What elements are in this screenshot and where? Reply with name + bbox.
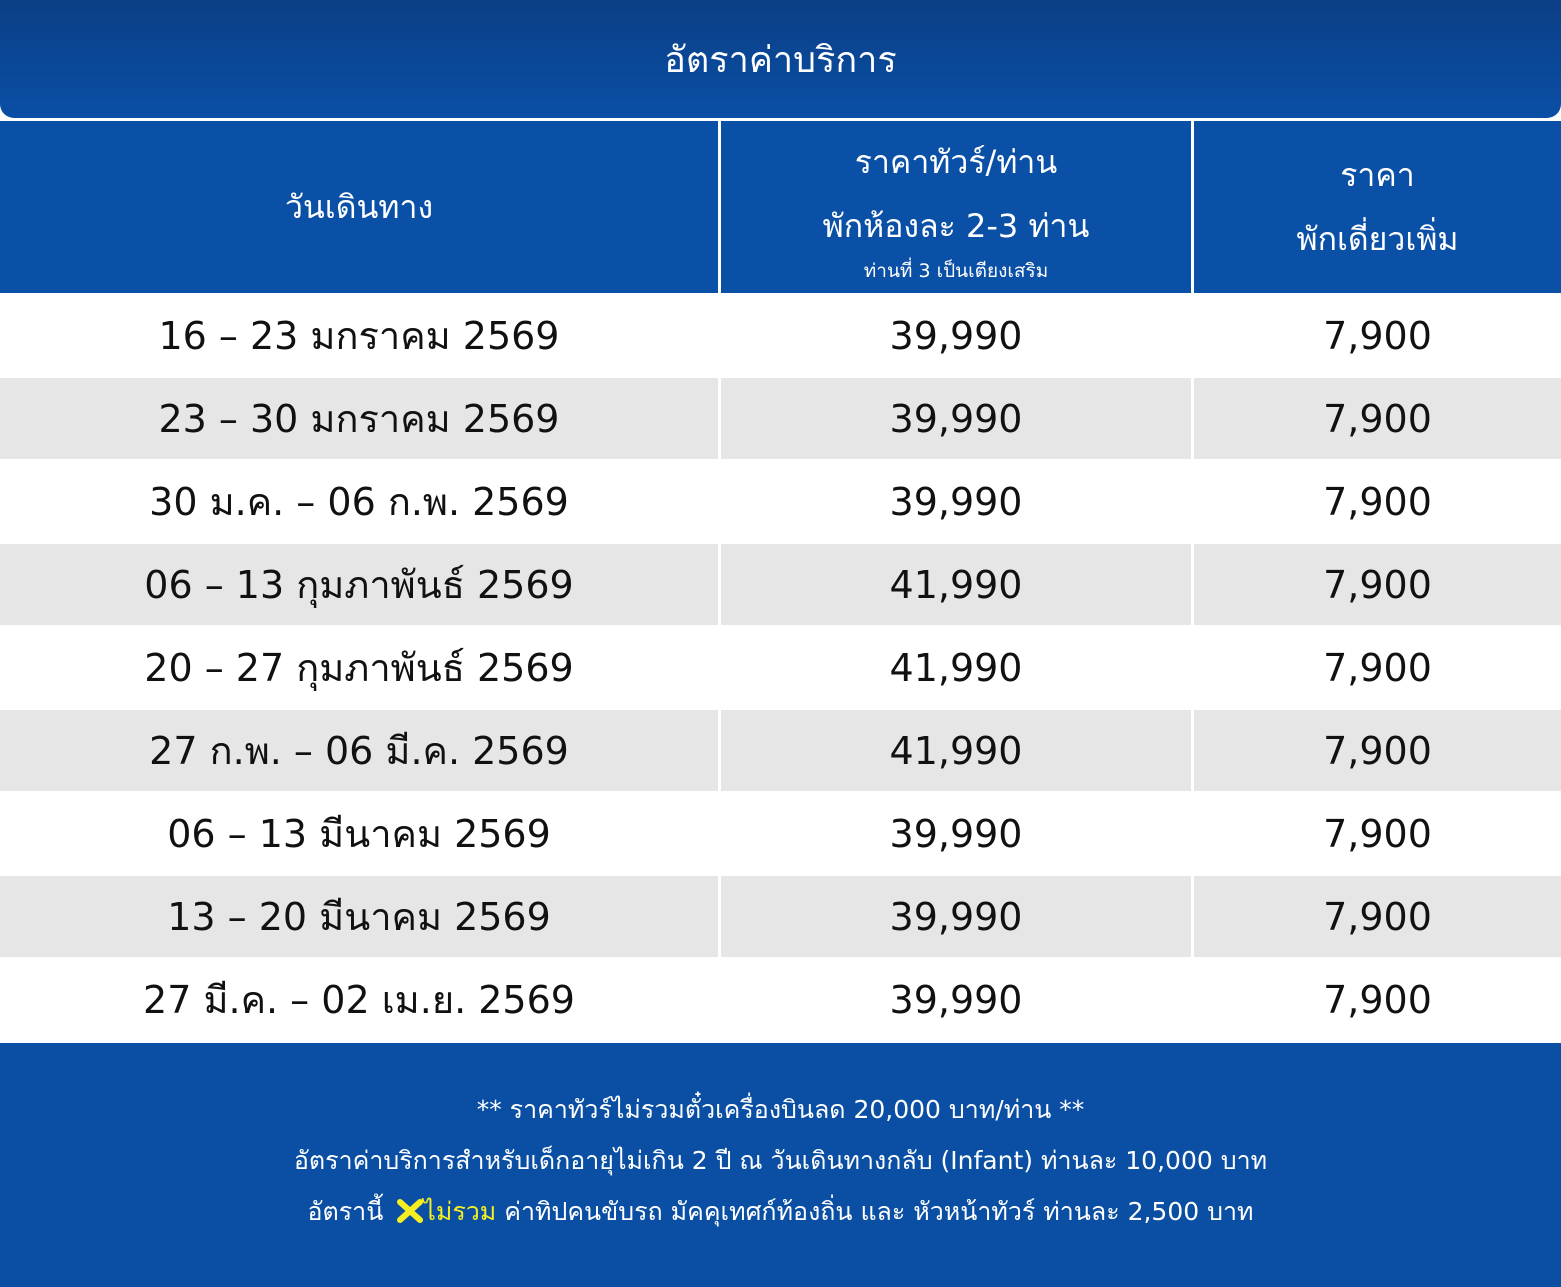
- header-text: ราคา: [1340, 156, 1415, 194]
- price-cell: 41,990: [721, 710, 1191, 791]
- date-cell: 16 – 23 มกราคม 2569: [0, 295, 718, 376]
- footer-note-rest: ค่าทิปคนขับรถ มัคคุเทศก์ท้องถิ่น และ หัว…: [504, 1196, 1254, 1226]
- title-bar: อัตราค่าบริการ: [0, 0, 1561, 118]
- price-cell: 39,990: [721, 295, 1191, 376]
- footer-note-highlight: ไม่รวม: [423, 1196, 497, 1226]
- header-text: ราคาทัวร์/ท่าน: [854, 143, 1058, 181]
- price-cell: 41,990: [721, 544, 1191, 625]
- header-cell: ราคาพักเดี่ยวเพิ่ม: [1194, 121, 1561, 293]
- header-text: พักเดี่ยวเพิ่ม: [1296, 220, 1459, 258]
- footer: ** ราคาทัวร์ไม่รวมตั๋วเครื่องบินลด 20,00…: [0, 1043, 1561, 1287]
- x-icon: [397, 1198, 424, 1223]
- title: อัตราค่าบริการ: [664, 39, 897, 81]
- footer-note-lead: อัตรานี้: [307, 1196, 384, 1226]
- footer-line: ** ราคาทัวร์ไม่รวมตั๋วเครื่องบินลด 20,00…: [476, 1094, 1085, 1124]
- price-cell: 39,990: [721, 461, 1191, 542]
- header-cell: วันเดินทาง: [0, 121, 718, 293]
- header-text: พักห้องละ 2-3 ท่าน: [822, 207, 1090, 245]
- footer-line: อัตราค่าบริการสำหรับเด็กอายุไม่เกิน 2 ปี…: [293, 1145, 1268, 1175]
- price-cell: 7,900: [1194, 378, 1561, 459]
- price-cell: 39,990: [721, 876, 1191, 957]
- price-cell: 7,900: [1194, 627, 1561, 708]
- price-cell: 7,900: [1194, 461, 1561, 542]
- date-cell: 06 – 13 กุมภาพันธ์ 2569: [0, 544, 718, 625]
- date-cell: 27 มี.ค. – 02 เม.ย. 2569: [0, 959, 718, 1040]
- date-cell: 13 – 20 มีนาคม 2569: [0, 876, 718, 957]
- price-cell: 39,990: [721, 793, 1191, 874]
- price-cell: 39,990: [721, 378, 1191, 459]
- price-cell: 7,900: [1194, 295, 1561, 376]
- footer-note: อัตรานี้ ไม่รวม ค่าทิปคนขับรถ มัคคุเทศก์…: [308, 1186, 1254, 1237]
- date-cell: 20 – 27 กุมภาพันธ์ 2569: [0, 627, 718, 708]
- header-cell: ราคาทัวร์/ท่านพักห้องละ 2-3 ท่านท่านที่ …: [721, 121, 1191, 293]
- date-cell: 23 – 30 มกราคม 2569: [0, 378, 718, 459]
- price-cell: 7,900: [1194, 793, 1561, 874]
- price-cell: 7,900: [1194, 959, 1561, 1040]
- price-cell: 41,990: [721, 627, 1191, 708]
- price-cell: 7,900: [1194, 544, 1561, 625]
- header-text: วันเดินทาง: [284, 188, 434, 226]
- date-cell: 30 ม.ค. – 06 ก.พ. 2569: [0, 461, 718, 542]
- price-cell: 7,900: [1194, 710, 1561, 791]
- price-cell: 7,900: [1194, 876, 1561, 957]
- date-cell: 06 – 13 มีนาคม 2569: [0, 793, 718, 874]
- date-cell: 27 ก.พ. – 06 มี.ค. 2569: [0, 710, 718, 791]
- price-cell: 39,990: [721, 959, 1191, 1040]
- header-note: ท่านที่ 3 เป็นเตียงเสริม: [863, 260, 1049, 282]
